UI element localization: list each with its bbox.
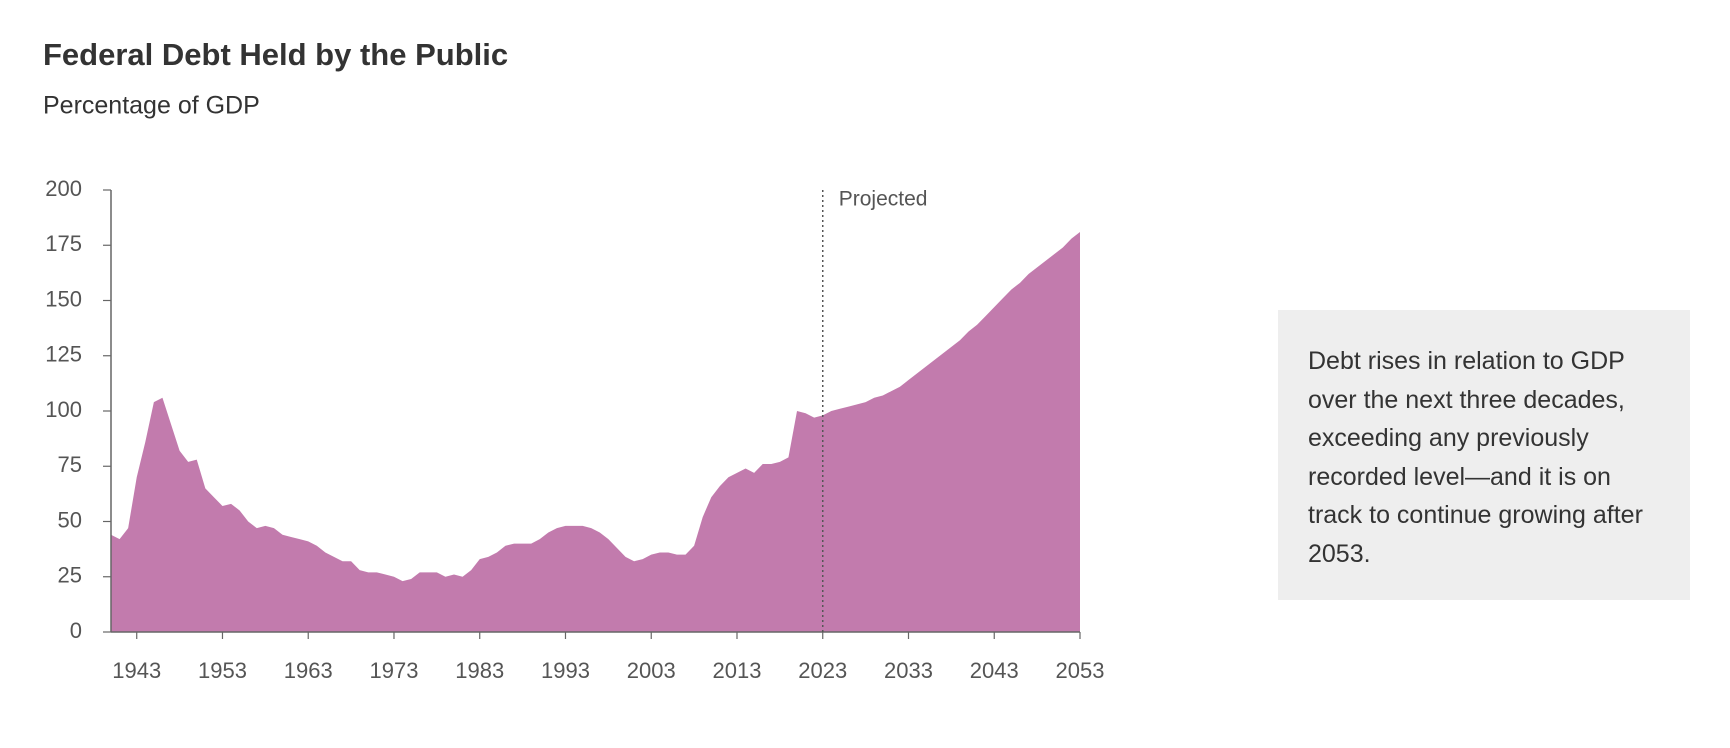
projection-label: Projected — [839, 188, 928, 211]
chart-title: Federal Debt Held by the Public — [43, 37, 508, 72]
x-tick-label: 2033 — [884, 658, 933, 683]
x-tick-label: 1963 — [284, 658, 333, 683]
x-tick-label: 1983 — [455, 658, 504, 683]
x-tick-label: 1993 — [541, 658, 590, 683]
chart-subtitle: Percentage of GDP — [43, 92, 260, 120]
x-tick-label: 2013 — [713, 658, 762, 683]
y-tick-label: 150 — [45, 286, 82, 311]
area — [111, 231, 1080, 633]
x-tick-label: 1973 — [370, 658, 419, 683]
y-tick-label: 100 — [45, 397, 82, 422]
x-tick-label: 2043 — [970, 658, 1019, 683]
x-tick-label: 2003 — [627, 658, 676, 683]
x-tick-label: 1943 — [112, 658, 161, 683]
y-tick-label: 50 — [58, 507, 82, 532]
y-tick-label: 25 — [58, 563, 82, 588]
y-tick-label: 125 — [45, 342, 82, 367]
y-tick-label: 175 — [45, 231, 82, 256]
x-tick-label: 2023 — [798, 658, 847, 683]
note-box: Debt rises in relation to GDP over the n… — [1278, 310, 1690, 600]
y-tick-label: 0 — [70, 618, 82, 643]
y-tick-label: 200 — [45, 176, 82, 201]
x-tick-label: 2053 — [1056, 658, 1105, 683]
y-tick-label: 75 — [58, 452, 82, 477]
x-tick-label: 1953 — [198, 658, 247, 683]
